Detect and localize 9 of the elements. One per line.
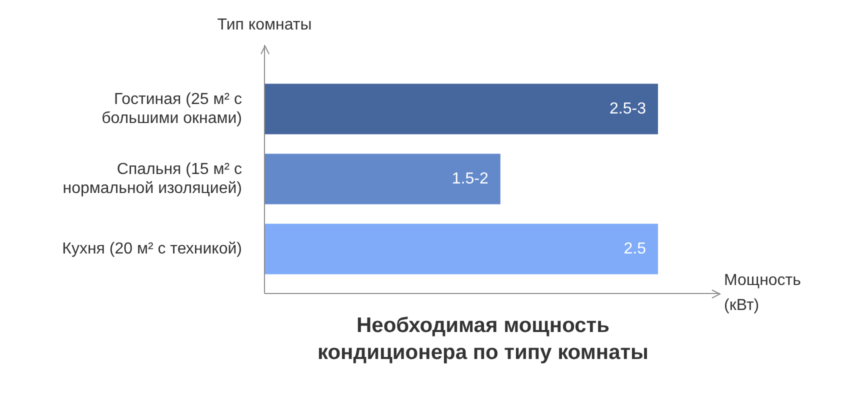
data-label: 2.5 xyxy=(624,240,646,258)
y-tick-label: Спальня (15 м² с нормальной изоляцией) xyxy=(62,160,242,198)
y-tick-label: Кухня (20 м² с техникой) xyxy=(62,240,242,258)
data-label: 2.5-3 xyxy=(610,100,646,118)
y-axis-title: Тип комнаты xyxy=(217,16,312,34)
x-axis-title: Мощность (кВт) xyxy=(724,272,801,314)
data-label: 1.5-2 xyxy=(452,170,488,188)
text: Необходимая мощность кондиционера по типу комнаты xyxy=(316,313,650,366)
y-tick-label: Гостиная (25 м² с большими окнами) xyxy=(102,90,242,128)
